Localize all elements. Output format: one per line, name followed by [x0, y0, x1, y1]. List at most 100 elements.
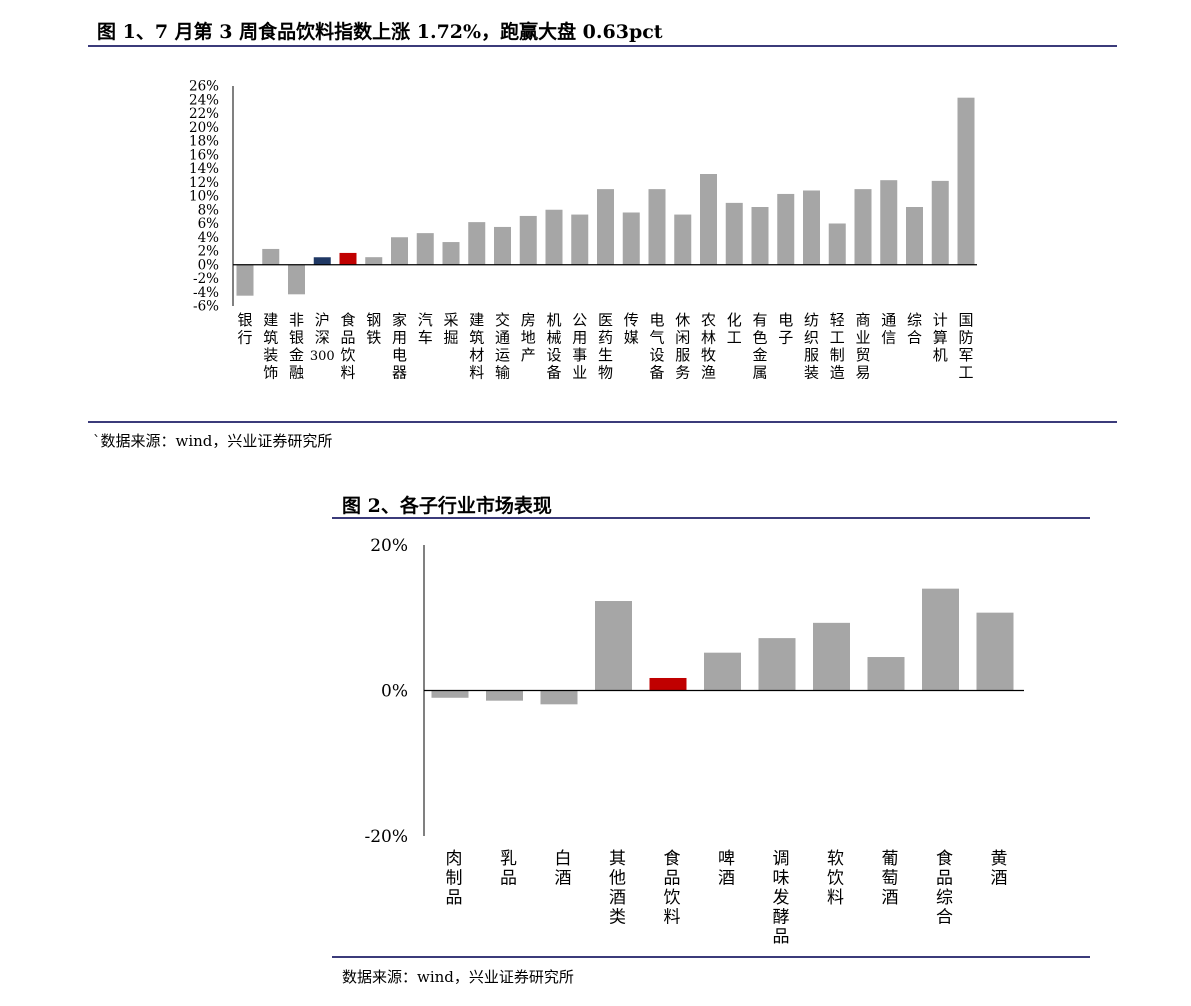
chart1-bar — [391, 237, 408, 265]
chart1-category-label: 国防军工 — [958, 311, 973, 382]
chart1-bar — [442, 242, 460, 265]
chart1-y-tick-label: 12% — [189, 175, 219, 191]
chart1-category-label: 化工 — [727, 311, 742, 347]
chart2-category-label: 啤酒 — [718, 849, 735, 889]
chart1-bar — [957, 97, 975, 265]
chart1-bar — [700, 174, 717, 265]
chart1-category-label: 医药生物 — [598, 311, 613, 382]
chart1-category-label: 商业贸易 — [855, 311, 870, 382]
chart2-bar — [867, 657, 905, 691]
chart1-y-tick-label: 14% — [189, 161, 219, 177]
chart2-y-tick-label: 0% — [381, 682, 408, 702]
chart1-bar — [828, 223, 846, 265]
chart1-y-tick-label: 8% — [198, 202, 220, 218]
chart1-bar — [803, 190, 820, 265]
chart1-category-label: 计算机 — [933, 311, 948, 364]
chart1-y-tick-label: 6% — [198, 216, 220, 232]
chart1-category-label: 公用事业 — [572, 311, 587, 382]
figure1-source-note: `数据来源：wind，兴业证券研究所 — [93, 432, 333, 450]
chart1-category-label: 采掘 — [443, 311, 458, 347]
chart1-bar — [339, 252, 357, 265]
chart1-y-tick-label: 2% — [198, 244, 220, 260]
chart2-category-label: 乳品 — [500, 849, 517, 889]
chart1-bar — [777, 193, 795, 265]
figure2-bottom-rule — [332, 956, 1090, 958]
chart1-bar — [571, 214, 589, 265]
chart1-category-label: 建筑装饰 — [263, 311, 278, 382]
chart2-category-label: 肉制品 — [446, 849, 463, 908]
chart1-bar — [906, 207, 923, 265]
chart1-category-label: 纺织服装 — [804, 311, 819, 382]
chart1-category-label: 综合 — [907, 311, 922, 347]
chart2-bar — [758, 638, 796, 691]
chart1-y-tick-label: 16% — [189, 147, 219, 163]
chart1-y-tick-label: 18% — [189, 134, 219, 150]
chart1-category-label: 轻工制造 — [830, 311, 845, 382]
chart2-bar — [431, 690, 469, 698]
chart2-category-label: 其他酒类 — [609, 849, 626, 928]
chart1-category-label: 非银金融 — [289, 311, 304, 382]
chart2-y-tick-label: 20% — [370, 536, 408, 556]
chart2-bar — [704, 652, 741, 691]
chart1-y-tick-label: 0% — [198, 257, 220, 273]
figure1-top-rule — [88, 45, 1117, 47]
chart2-y-tick-label: -20% — [364, 827, 408, 847]
chart1-bar — [236, 264, 254, 296]
figure1-title: 图 1、7 月第 3 周食品饮料指数上涨 1.72%，跑赢大盘 0.63pct — [97, 21, 663, 43]
chart2-category-label: 软饮料 — [827, 849, 844, 908]
chart2-category-label: 食品饮料 — [664, 849, 681, 928]
chart1-y-tick-label: 26% — [189, 79, 219, 95]
chart1-bar — [725, 202, 743, 265]
chart1-category-label: 银行 — [237, 311, 252, 347]
chart2-category-label: 调味发酵品 — [773, 849, 790, 947]
chart1-category-label: 汽车 — [418, 311, 433, 347]
chart1-y-tick-label: 4% — [198, 230, 220, 246]
figure2-source-note: 数据来源：wind，兴业证券研究所 — [342, 968, 574, 986]
chart2-bar — [486, 690, 523, 701]
chart1-bar — [597, 189, 614, 265]
chart1-y-tick-label: -2% — [193, 271, 219, 287]
chart1-bar — [365, 257, 383, 265]
chart1-bar — [468, 222, 486, 265]
chart2-bar — [922, 588, 959, 691]
chart1-bar — [674, 214, 692, 265]
chart2-category-label: 葡萄酒 — [882, 849, 899, 908]
chart1-category-label: 建筑材料 — [469, 311, 484, 382]
chart2-category-label: 白酒 — [555, 849, 572, 889]
chart1-y-tick-label: 22% — [189, 106, 219, 122]
chart1-bar — [494, 226, 511, 265]
chart1-bar — [751, 207, 769, 265]
chart1-bar — [416, 233, 434, 265]
chart1-y-tick-label: 24% — [189, 92, 219, 108]
chart1-industry-weekly-performance: 26%24%22%20%18%16%14%12%10%8%6%4%2%0%-2%… — [189, 79, 977, 382]
chart1-bar — [622, 212, 640, 265]
chart1-category-label: 传媒 — [624, 311, 639, 347]
chart1-category-label: 通信 — [881, 311, 896, 347]
chart2-bar — [976, 612, 1014, 691]
chart2-category-label: 黄酒 — [991, 849, 1008, 889]
chart1-category-label: 房地产 — [521, 311, 536, 364]
chart1-bar — [931, 180, 949, 265]
chart1-category-label: 沪深 300 — [310, 311, 335, 364]
chart1-category-label: 电子 — [778, 311, 793, 347]
chart1-y-tick-label: -6% — [193, 299, 219, 315]
chart1-bar — [519, 215, 537, 265]
chart1-bar — [313, 257, 331, 265]
chart1-bar — [262, 248, 280, 265]
chart1-y-tick-label: 10% — [189, 189, 219, 205]
chart2-category-label: 食品综合 — [936, 849, 953, 928]
chart2-bar — [649, 677, 687, 691]
figure2-top-rule — [332, 517, 1090, 519]
chart1-y-tick-label: 20% — [189, 120, 219, 136]
chart1-category-label: 交通运输 — [495, 311, 510, 382]
chart1-category-label: 有色金属 — [752, 311, 767, 382]
chart1-y-tick-label: -4% — [193, 285, 219, 301]
chart1-bar — [545, 209, 563, 265]
chart1-bar — [288, 264, 305, 295]
chart1-bar — [854, 189, 872, 265]
figure1-bottom-rule — [88, 421, 1117, 423]
chart1-category-label: 机械设备 — [546, 311, 561, 382]
chart2-bar — [540, 690, 578, 705]
figure2-title: 图 2、各子行业市场表现 — [342, 495, 552, 517]
